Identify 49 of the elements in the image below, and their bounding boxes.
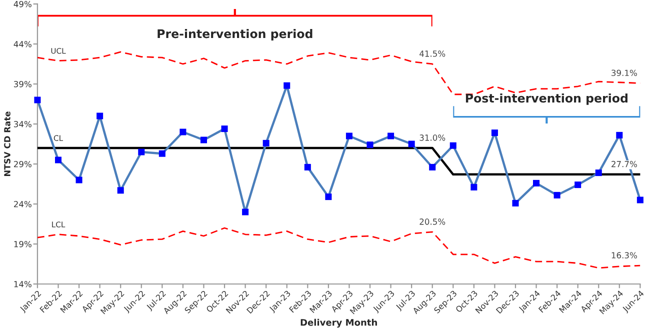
point [533,180,540,186]
y-tick-label: 39% [14,80,32,88]
point [554,192,560,198]
point [595,170,602,176]
y-tick-label: 24% [14,200,32,208]
y-axis-title: NTSV CD Rate [4,112,10,176]
point [180,128,186,136]
point [574,182,582,188]
data-label: 31.0% [420,134,446,141]
point [325,194,332,200]
point [616,132,623,138]
point [34,96,41,104]
y-tick-label: 49% [14,0,32,8]
data-label: 41.5% [420,50,446,57]
point [138,148,145,156]
point [408,140,415,148]
y-tick-label: 34% [14,120,32,128]
point [470,184,478,190]
point [512,200,519,206]
data-label: 39.1% [612,70,637,76]
y-tick-label: 14% [14,280,32,288]
point [242,208,249,216]
point [346,132,352,140]
y-tick-label: 44% [14,40,32,48]
point [262,140,270,146]
line-series [37,227,640,269]
data-label: 27.7% [612,160,637,168]
point [54,156,62,164]
point [366,142,374,148]
point [221,126,228,132]
point [284,82,290,89]
point [76,176,82,184]
point [450,142,456,149]
point [388,132,394,140]
y-tick-label: 29% [14,160,32,168]
point [636,196,644,204]
point [158,150,166,157]
point [491,130,498,136]
point [117,187,124,194]
point [429,164,436,170]
annotation: Post-intervention period [466,93,628,105]
data-label: 16.3% [612,252,637,258]
x-axis-title: Delivery Month [300,318,377,328]
point [304,164,311,170]
point [96,112,104,120]
annotation: Pre-intervention period [158,29,312,40]
point [200,136,207,144]
y-tick-label: 19% [14,240,32,248]
data-label: 20.5% [420,218,446,225]
